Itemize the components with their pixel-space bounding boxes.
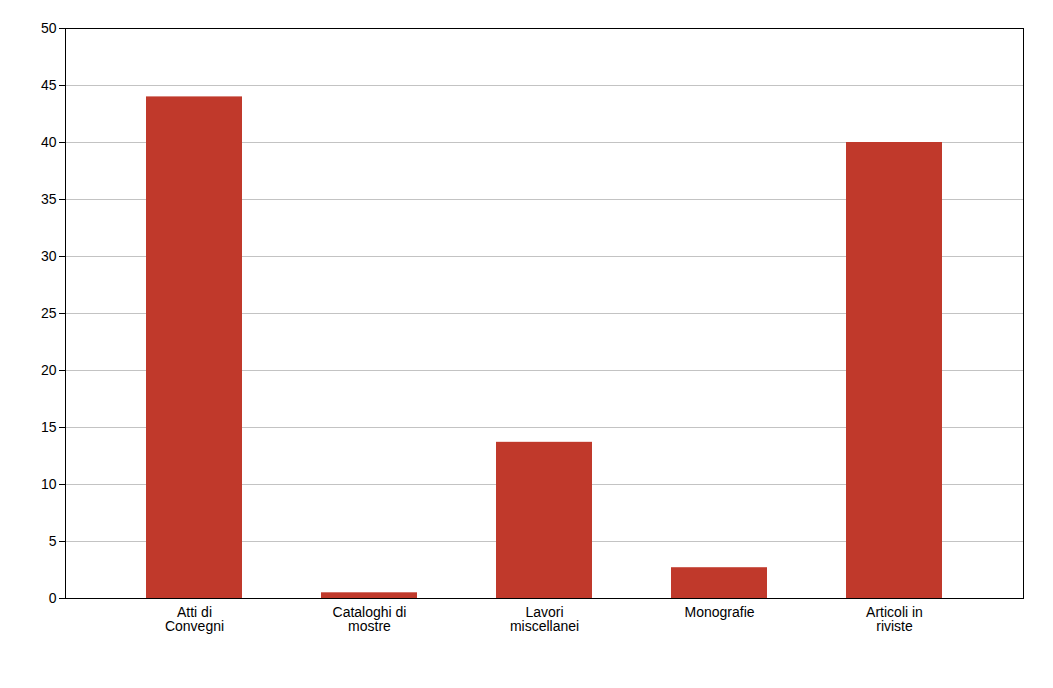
- svg-text:35: 35: [41, 191, 57, 207]
- svg-text:5: 5: [49, 533, 57, 549]
- svg-text:Cataloghi dimostre: Cataloghi dimostre: [333, 604, 407, 634]
- svg-text:20: 20: [41, 362, 57, 378]
- svg-text:40: 40: [41, 134, 57, 150]
- svg-text:Lavorimiscellanei: Lavorimiscellanei: [510, 604, 579, 634]
- svg-text:0: 0: [49, 590, 57, 606]
- svg-text:15: 15: [41, 419, 57, 435]
- svg-text:25: 25: [41, 305, 57, 321]
- svg-text:Monografie: Monografie: [684, 604, 754, 620]
- svg-text:45: 45: [41, 77, 57, 93]
- svg-text:10: 10: [41, 476, 57, 492]
- svg-text:Articoli inriviste: Articoli inriviste: [866, 604, 923, 634]
- svg-text:30: 30: [41, 248, 57, 264]
- svg-text:Atti diConvegni: Atti diConvegni: [165, 604, 224, 634]
- svg-text:50: 50: [41, 20, 57, 36]
